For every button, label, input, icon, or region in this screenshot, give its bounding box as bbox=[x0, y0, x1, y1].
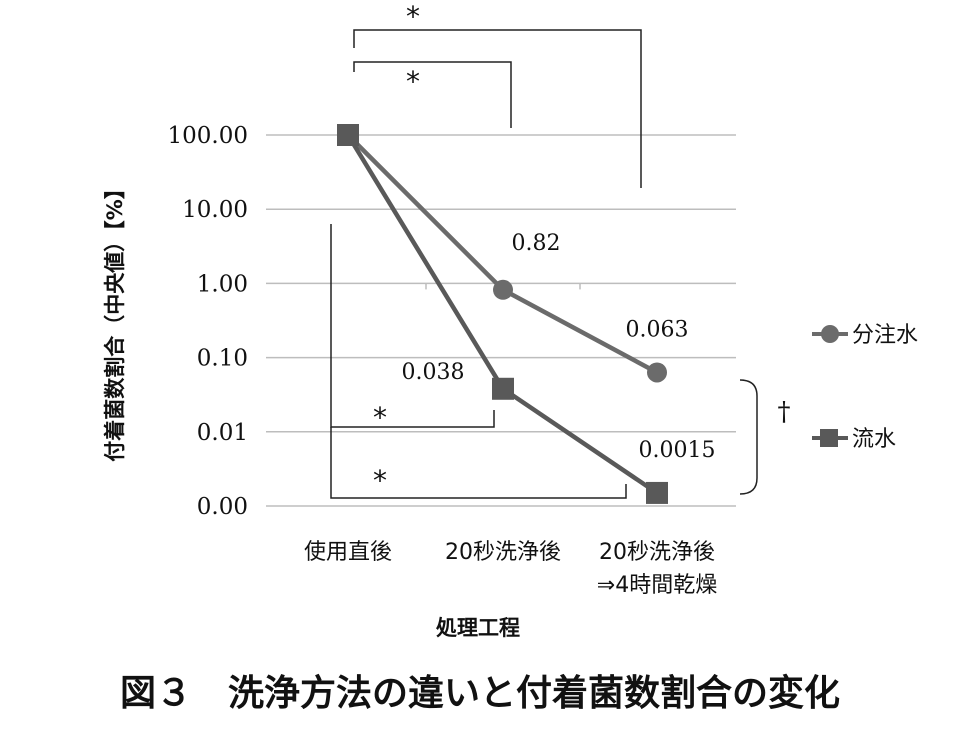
significance-star: * bbox=[406, 0, 420, 33]
bracket-bottom-inner bbox=[330, 224, 495, 428]
series-ryusui: 0.038 0.0015 bbox=[337, 124, 715, 504]
legend-item: 分注水 bbox=[812, 323, 918, 348]
series-line bbox=[346, 133, 659, 495]
y-axis-title: 付着菌数割合（中央値）【%】 bbox=[103, 178, 127, 462]
x-category-labels: 使用直後 20秒洗浄後 20秒洗浄後 ⇒4時間乾燥 bbox=[304, 540, 717, 598]
data-point bbox=[492, 377, 514, 400]
y-tick-label: 1.00 bbox=[197, 271, 248, 297]
significance-dagger: † bbox=[778, 397, 791, 427]
y-tick-label: 0.00 bbox=[197, 494, 248, 520]
bracket-top-outer bbox=[353, 29, 642, 188]
series-bunchusui: 0.82 0.063 bbox=[338, 125, 689, 383]
x-category-label: 使用直後 bbox=[304, 540, 392, 565]
data-label: 0.063 bbox=[626, 317, 689, 342]
y-tick-label: 0.10 bbox=[197, 346, 248, 372]
data-point bbox=[647, 362, 667, 383]
legend-label: 分注水 bbox=[852, 323, 918, 348]
data-label: 0.82 bbox=[512, 231, 561, 256]
x-category-label: 20秒洗浄後 bbox=[599, 540, 715, 565]
significance-brackets: * * * * † bbox=[330, 0, 791, 499]
y-tick-label: 0.01 bbox=[197, 420, 248, 446]
data-point bbox=[493, 279, 513, 300]
legend-label: 流水 bbox=[852, 427, 896, 452]
significance-star: * bbox=[406, 65, 420, 98]
x-category-label-line2: ⇒4時間乾燥 bbox=[597, 573, 717, 598]
series-line bbox=[346, 133, 659, 375]
data-label: 0.038 bbox=[402, 360, 465, 385]
y-tick-label: 100.00 bbox=[168, 123, 248, 149]
figure-caption: 図３ 洗浄方法の違いと付着菌数割合の変化 bbox=[119, 673, 840, 714]
bracket-bottom-outer bbox=[330, 427, 627, 499]
y-tick-label: 10.00 bbox=[182, 197, 248, 223]
dagger-bracket bbox=[739, 379, 758, 495]
y-tick-labels: 100.00 10.00 1.00 0.10 0.01 0.00 bbox=[168, 123, 248, 520]
x-category-label: 20秒洗浄後 bbox=[445, 540, 561, 565]
bracket-top-inner bbox=[353, 61, 512, 128]
legend-marker bbox=[821, 325, 839, 343]
chart: 100.00 10.00 1.00 0.10 0.01 0.00 使用直後 20秒洗浄後 20… bbox=[103, 0, 918, 640]
data-label: 0.0015 bbox=[639, 438, 716, 463]
significance-star: * bbox=[373, 464, 387, 497]
series-group: 0.82 0.063 0.038 0.0015 bbox=[337, 124, 715, 504]
legend-marker bbox=[820, 429, 838, 447]
data-point bbox=[337, 124, 359, 146]
legend-item: 流水 bbox=[812, 427, 896, 452]
x-axis-title: 処理工程 bbox=[436, 616, 520, 640]
data-point bbox=[646, 481, 668, 504]
significance-star: * bbox=[373, 401, 387, 434]
